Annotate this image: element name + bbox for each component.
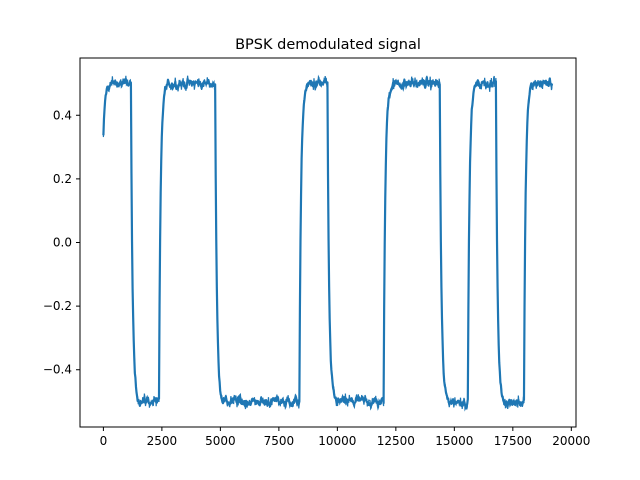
axes: 0 2500 5000 7500 10000 12500 15000 17500 20000 −0… <box>43 57 590 448</box>
x-tick-label: 7500 <box>264 434 295 448</box>
x-tick-label: 10000 <box>318 434 356 448</box>
y-tick-label: −0.2 <box>43 299 72 313</box>
y-tick-label: −0.4 <box>43 363 72 377</box>
y-tick-label: 0.2 <box>53 172 72 186</box>
chart-title: BPSK demodulated signal <box>235 37 421 53</box>
y-tick-label: 0.0 <box>53 236 72 250</box>
x-tick-label: 17500 <box>494 434 532 448</box>
x-tick-label: 12500 <box>377 434 415 448</box>
x-tick-label: 0 <box>100 434 108 448</box>
plot-area <box>102 74 554 412</box>
x-tick-label: 5000 <box>205 434 236 448</box>
series-line-noise <box>102 74 553 412</box>
y-tick-label: 0.4 <box>53 108 72 122</box>
x-tick-label: 15000 <box>435 434 473 448</box>
x-tick-label: 2500 <box>147 434 178 448</box>
x-tick-label: 20000 <box>552 434 590 448</box>
